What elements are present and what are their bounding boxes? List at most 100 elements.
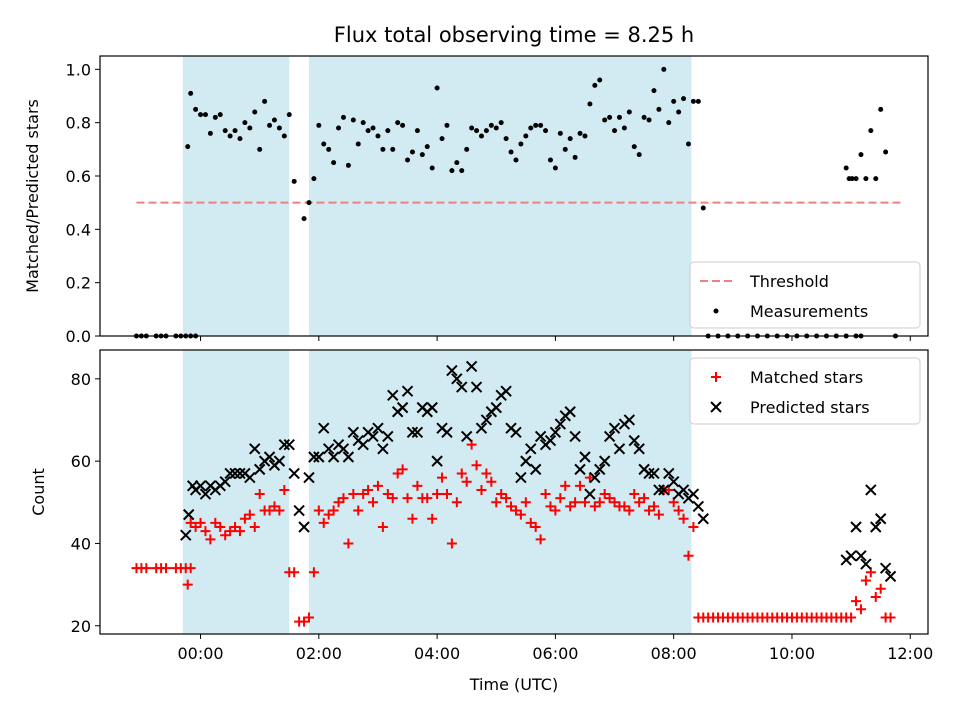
data-point [523, 133, 529, 139]
data-point [252, 109, 258, 115]
data-point [368, 497, 379, 508]
data-point [688, 521, 699, 532]
data-point [340, 114, 346, 120]
data-point [431, 455, 443, 467]
data-point [303, 612, 314, 623]
legend-entry-label: Measurements [750, 302, 868, 321]
y-tick-label: 0.2 [66, 274, 91, 293]
data-point [853, 176, 859, 182]
data-point [328, 505, 339, 516]
data-point [695, 98, 701, 104]
data-point [653, 484, 665, 496]
data-point [687, 488, 700, 500]
data-point [544, 434, 557, 447]
data-point [202, 112, 208, 118]
data-point [488, 122, 494, 128]
data-point [612, 128, 618, 134]
data-point [321, 141, 327, 147]
data-point [540, 489, 551, 500]
data-point [879, 562, 892, 574]
y-tick-label: 0.4 [66, 220, 91, 239]
data-point [692, 500, 705, 513]
legend-x-swatch [710, 401, 722, 413]
data-point [426, 401, 438, 414]
data-point [885, 612, 896, 623]
data-point [327, 451, 340, 463]
data-point [529, 463, 542, 476]
data-point [411, 426, 424, 439]
data-point [244, 471, 256, 484]
data-point [441, 489, 452, 500]
data-point [476, 484, 487, 495]
data-point [200, 526, 211, 537]
data-point [681, 96, 687, 102]
data-point [345, 162, 351, 168]
data-point [291, 178, 297, 184]
data-point [623, 414, 636, 426]
data-point [390, 146, 396, 152]
data-point [562, 146, 568, 152]
y-tick-label: 0.6 [66, 167, 91, 186]
data-point [587, 101, 593, 107]
data-point [621, 125, 627, 131]
data-point [690, 98, 696, 104]
data-point [336, 125, 342, 131]
data-point [646, 117, 652, 123]
data-point [700, 205, 706, 211]
shaded-interval-1 [182, 350, 290, 634]
bottom-panel: 20 40 60 80 00:00 02:00 04:00 06:00 08:00 10:00 12… [29, 349, 933, 694]
data-point [308, 567, 319, 578]
data-point [849, 176, 855, 182]
data-point [367, 430, 379, 443]
y-tick-label: 20 [71, 617, 91, 636]
data-point [234, 467, 246, 480]
data-point [215, 521, 226, 532]
data-point [671, 98, 677, 104]
data-point [283, 438, 295, 451]
legend-plus-swatch [711, 372, 721, 382]
data-point [273, 455, 286, 467]
x-tick-label: 06:00 [532, 644, 578, 663]
data-point [353, 505, 364, 516]
data-point [444, 122, 450, 128]
data-point [301, 216, 307, 222]
data-point [406, 426, 419, 439]
data-point [845, 550, 857, 562]
data-point [520, 497, 531, 508]
data-point [347, 426, 360, 439]
data-point [865, 484, 877, 496]
y-tick-label: 0.8 [66, 114, 91, 133]
data-point [589, 471, 601, 484]
data-point [549, 426, 562, 439]
data-point [603, 430, 616, 443]
data-point [337, 443, 350, 455]
data-point [626, 109, 632, 115]
data-point [465, 360, 478, 373]
data-point [584, 472, 595, 483]
data-point [676, 109, 682, 115]
legend-entry-label: Matched stars [750, 368, 863, 387]
data-point [456, 468, 467, 479]
data-point [685, 141, 691, 147]
data-point [855, 604, 866, 615]
data-point [863, 176, 869, 182]
data-point [574, 463, 586, 476]
top-panel: 0.0 0.2 0.4 0.6 0.8 1.0 Matched/Predicted star… [23, 55, 929, 346]
data-point [422, 493, 433, 504]
data-point [677, 484, 690, 496]
data-point [193, 106, 199, 112]
data-point [515, 471, 527, 484]
data-point [579, 451, 591, 463]
data-point [298, 521, 310, 533]
data-point [318, 517, 329, 528]
data-point [229, 467, 241, 480]
data-point [616, 114, 622, 120]
data-point [525, 443, 537, 455]
data-point [279, 484, 290, 495]
data-point [498, 120, 504, 126]
data-point [313, 505, 324, 516]
y-tick-label: 0.0 [66, 327, 91, 346]
data-point [656, 106, 662, 112]
data-point [207, 130, 213, 136]
data-point [508, 149, 514, 155]
